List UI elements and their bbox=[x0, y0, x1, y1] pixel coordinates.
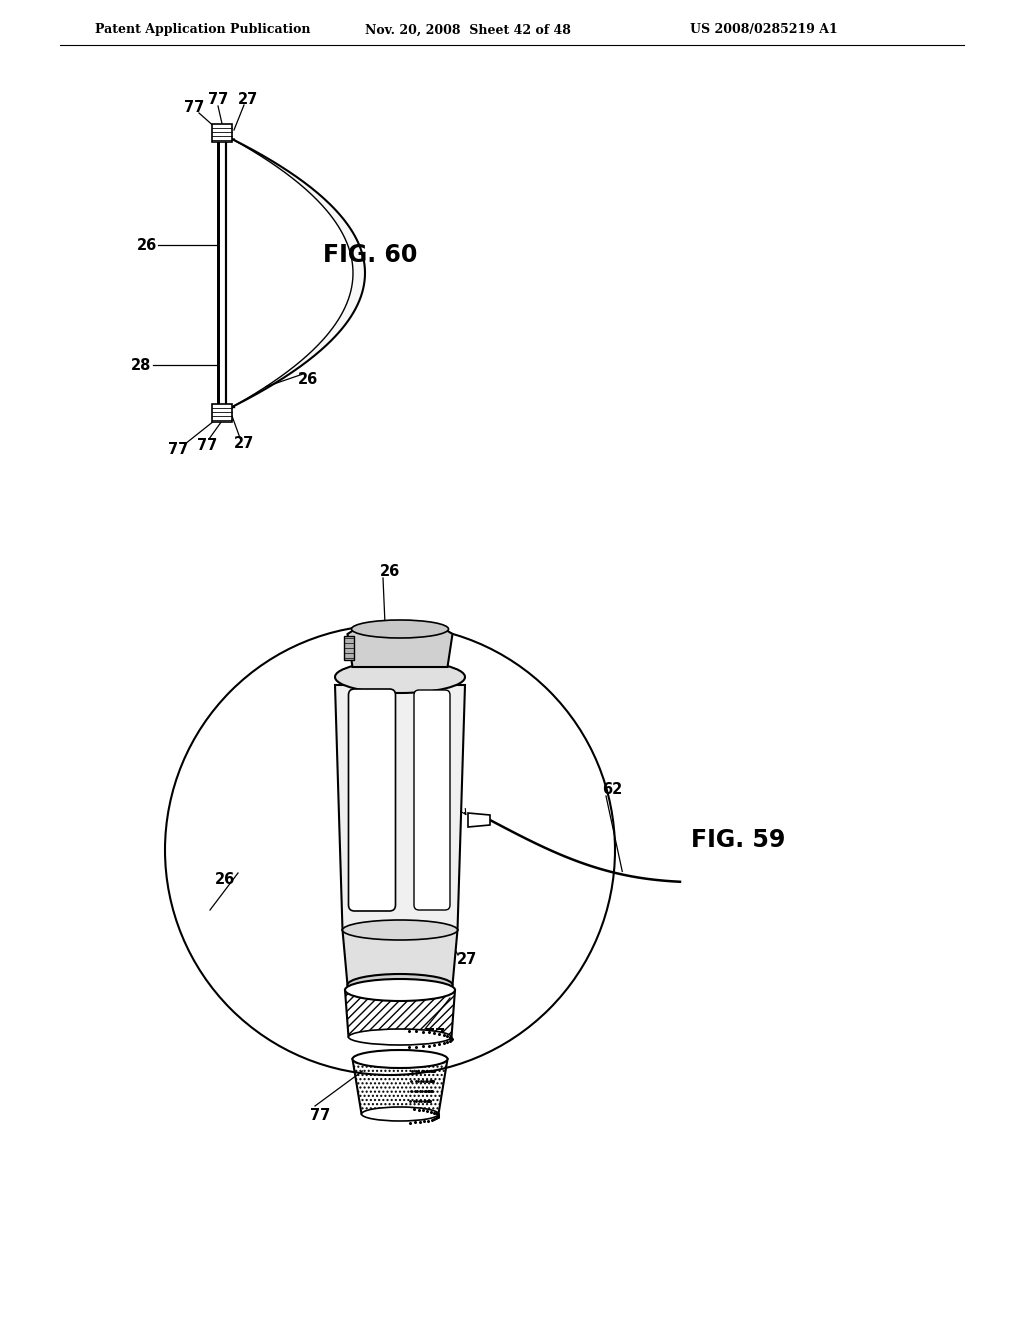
Ellipse shape bbox=[361, 1107, 438, 1121]
FancyBboxPatch shape bbox=[348, 689, 395, 911]
Text: 26: 26 bbox=[380, 565, 400, 579]
Text: 77: 77 bbox=[208, 92, 228, 107]
Ellipse shape bbox=[348, 1030, 452, 1045]
Text: 77: 77 bbox=[184, 99, 204, 115]
Text: 77: 77 bbox=[310, 1107, 330, 1122]
Polygon shape bbox=[342, 931, 458, 985]
Text: 27: 27 bbox=[233, 437, 254, 451]
Text: 77: 77 bbox=[425, 1027, 445, 1043]
Bar bbox=[212, 124, 232, 143]
Text: FIG. 60: FIG. 60 bbox=[323, 243, 417, 267]
Text: 27: 27 bbox=[457, 953, 477, 968]
Ellipse shape bbox=[347, 974, 453, 997]
Polygon shape bbox=[468, 813, 490, 828]
FancyBboxPatch shape bbox=[414, 690, 450, 909]
Text: Nov. 20, 2008  Sheet 42 of 48: Nov. 20, 2008 Sheet 42 of 48 bbox=[365, 24, 570, 37]
Bar bbox=[343, 636, 353, 660]
Text: Patent Application Publication: Patent Application Publication bbox=[95, 24, 310, 37]
Text: 26: 26 bbox=[137, 238, 157, 252]
Text: 62: 62 bbox=[602, 783, 623, 797]
Text: 26: 26 bbox=[298, 372, 318, 388]
Ellipse shape bbox=[335, 661, 465, 693]
Text: 27: 27 bbox=[238, 91, 258, 107]
Text: 28: 28 bbox=[131, 358, 152, 372]
Text: US 2008/0285219 A1: US 2008/0285219 A1 bbox=[690, 24, 838, 37]
Text: FIG. 59: FIG. 59 bbox=[691, 828, 785, 851]
Text: 77: 77 bbox=[197, 437, 217, 453]
Polygon shape bbox=[232, 139, 365, 407]
Text: 77: 77 bbox=[168, 442, 188, 458]
Bar bbox=[212, 404, 232, 422]
Polygon shape bbox=[335, 685, 465, 931]
Ellipse shape bbox=[345, 979, 455, 1001]
Ellipse shape bbox=[352, 1049, 447, 1068]
Ellipse shape bbox=[351, 620, 449, 638]
Ellipse shape bbox=[342, 920, 458, 940]
Text: 26: 26 bbox=[215, 873, 236, 887]
Polygon shape bbox=[347, 630, 453, 667]
